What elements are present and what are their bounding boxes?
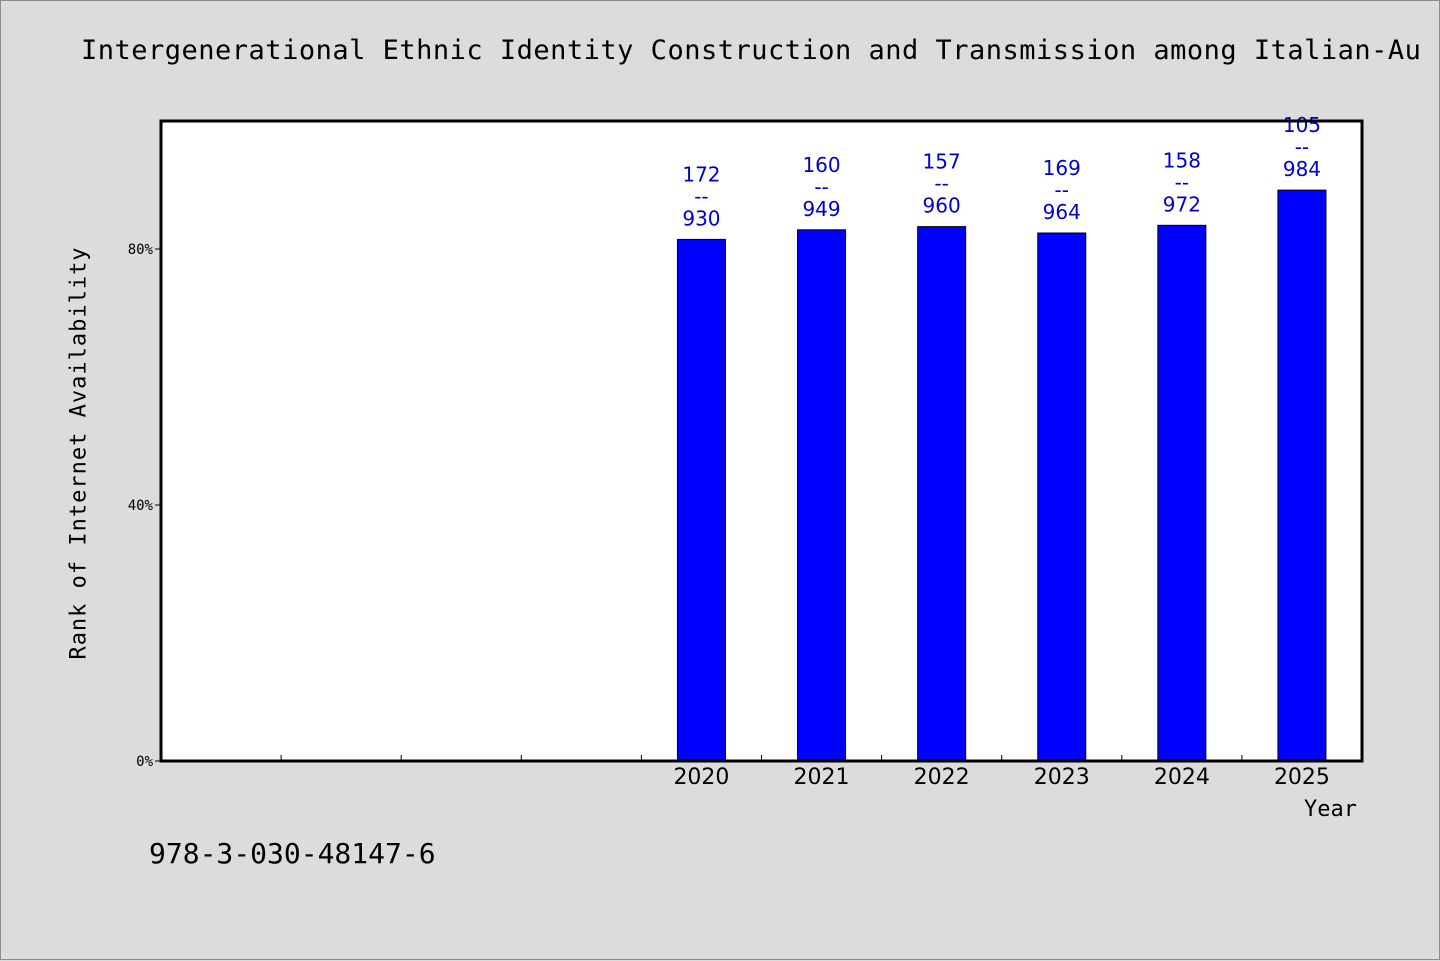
x-axis-title: Year — [1304, 797, 1357, 822]
footnote-isbn: 978-3-030-48147-6 — [149, 837, 436, 870]
data-label-2023-line-1: 169 — [1043, 156, 1081, 180]
x-tick-label-2021: 2021 — [794, 765, 850, 790]
data-label-2025-line-2: -- — [1295, 135, 1309, 159]
data-label-2020-line-3: 930 — [682, 206, 720, 230]
x-tick-label-2025: 2025 — [1274, 765, 1330, 790]
data-label-2021-line-1: 160 — [802, 153, 840, 177]
data-label-2024-line-2: -- — [1175, 170, 1189, 194]
data-label-2025-line-1: 105 — [1283, 113, 1321, 137]
data-label-2021-line-2: -- — [814, 175, 828, 199]
y-tick-label-80: 80% — [128, 242, 154, 258]
bar-2023 — [1037, 232, 1087, 762]
data-label-2021-line-3: 949 — [802, 197, 840, 221]
data-label-2023-line-3: 964 — [1043, 200, 1081, 224]
data-label-2025-line-3: 984 — [1283, 157, 1321, 181]
chart-title: Intergenerational Ethnic Identity Constr… — [81, 35, 1422, 66]
bar-2024 — [1157, 224, 1207, 762]
data-label-2022-line-2: -- — [934, 172, 948, 196]
data-label-2024-line-1: 158 — [1163, 148, 1201, 172]
data-label-2023-line-2: -- — [1055, 178, 1069, 202]
bar-2021 — [797, 229, 847, 762]
data-label-2024-line-3: 972 — [1163, 192, 1201, 216]
plot-border — [159, 119, 1364, 763]
y-tick-label-40: 40% — [128, 498, 154, 514]
bar-2022 — [917, 226, 967, 762]
data-label-2022-line-1: 157 — [923, 150, 961, 174]
x-tick-label-2024: 2024 — [1154, 765, 1210, 790]
data-label-2020-line-1: 172 — [682, 162, 720, 186]
bar-2020 — [676, 238, 726, 762]
y-tick-label-0: 0% — [136, 754, 153, 770]
data-label-2020-line-2: -- — [694, 184, 708, 208]
data-label-2022-line-3: 960 — [923, 194, 961, 218]
bar-2025 — [1277, 189, 1327, 762]
x-tick-label-2023: 2023 — [1034, 765, 1090, 790]
x-tick-label-2020: 2020 — [673, 765, 729, 790]
x-tick-label-2022: 2022 — [914, 765, 970, 790]
